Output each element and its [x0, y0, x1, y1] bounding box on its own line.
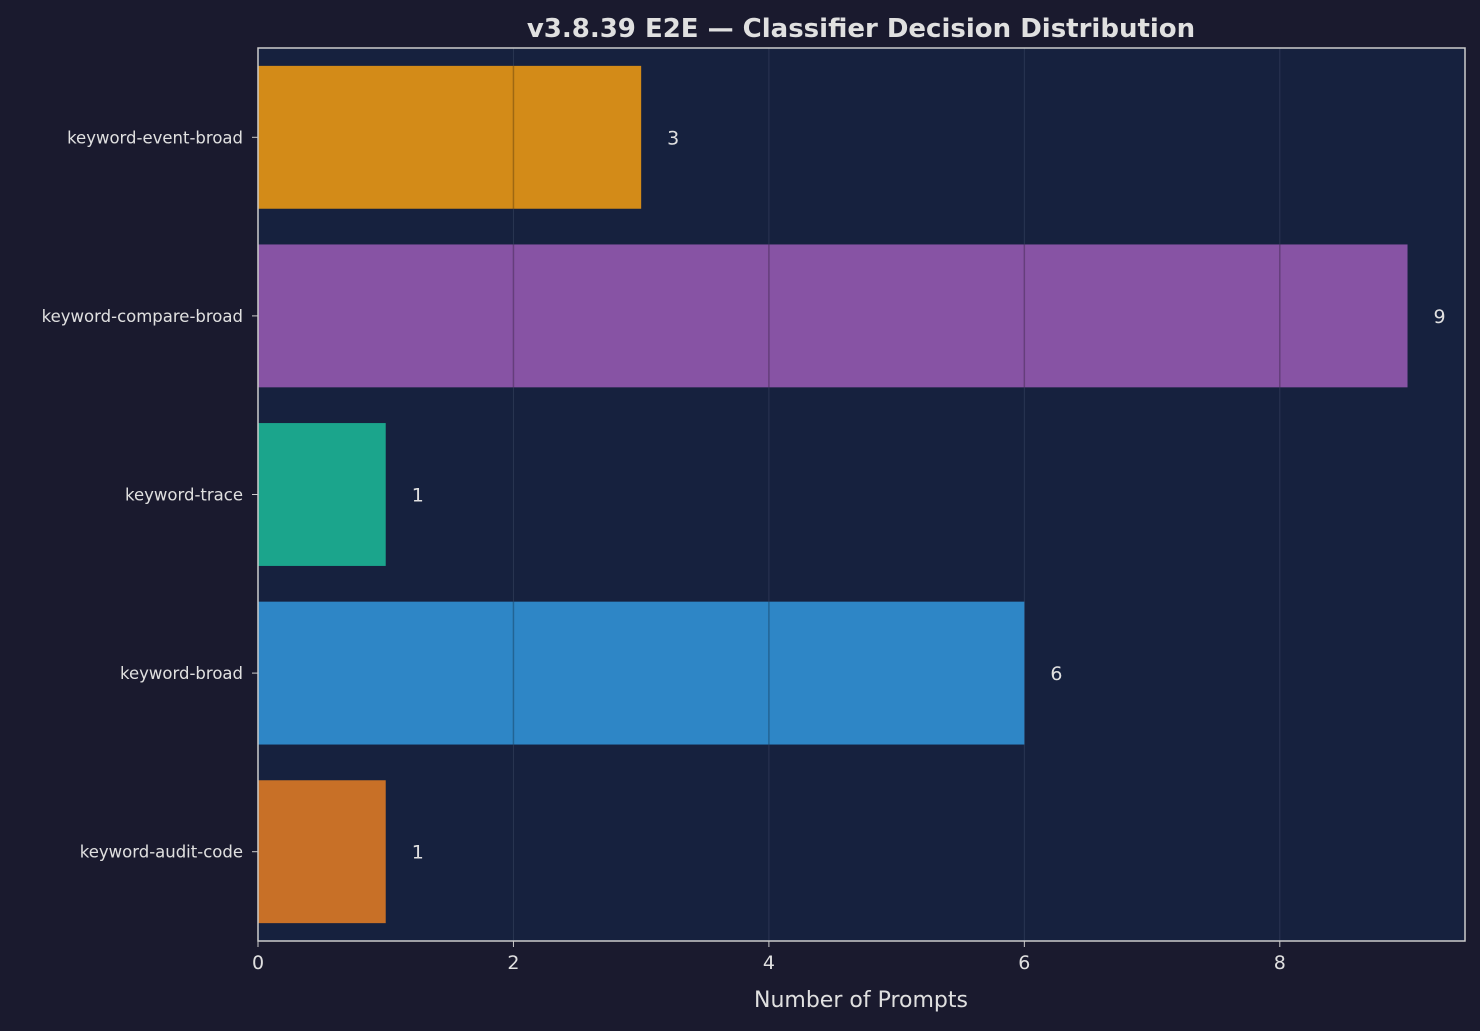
- data-label: 1: [412, 485, 424, 507]
- y-tick-label: keyword-trace: [125, 486, 243, 505]
- data-label: 6: [1050, 663, 1062, 685]
- data-label: 9: [1434, 306, 1446, 328]
- y-tick-label: keyword-compare-broad: [42, 307, 243, 326]
- bar-keyword-compare-broad: [258, 244, 1408, 388]
- x-tick-label: 8: [1274, 952, 1286, 974]
- y-tick-label: keyword-event-broad: [67, 128, 243, 147]
- y-tick-label: keyword-audit-code: [80, 843, 243, 862]
- x-tick-label: 0: [252, 952, 264, 974]
- x-tick-label: 2: [507, 952, 519, 974]
- bar-keyword-broad: [258, 601, 1025, 745]
- data-label: 3: [667, 127, 679, 149]
- x-tick-label: 4: [763, 952, 775, 974]
- x-tick-label: 6: [1018, 952, 1030, 974]
- data-label: 1: [412, 842, 424, 864]
- chart-title: v3.8.39 E2E — Classifier Decision Distri…: [527, 14, 1195, 44]
- bar-keyword-event-broad: [258, 65, 642, 209]
- x-axis-label: Number of Prompts: [754, 988, 968, 1013]
- bar-keyword-trace: [258, 423, 386, 566]
- y-tick-label: keyword-broad: [120, 664, 243, 683]
- bar-keyword-audit-code: [258, 780, 386, 924]
